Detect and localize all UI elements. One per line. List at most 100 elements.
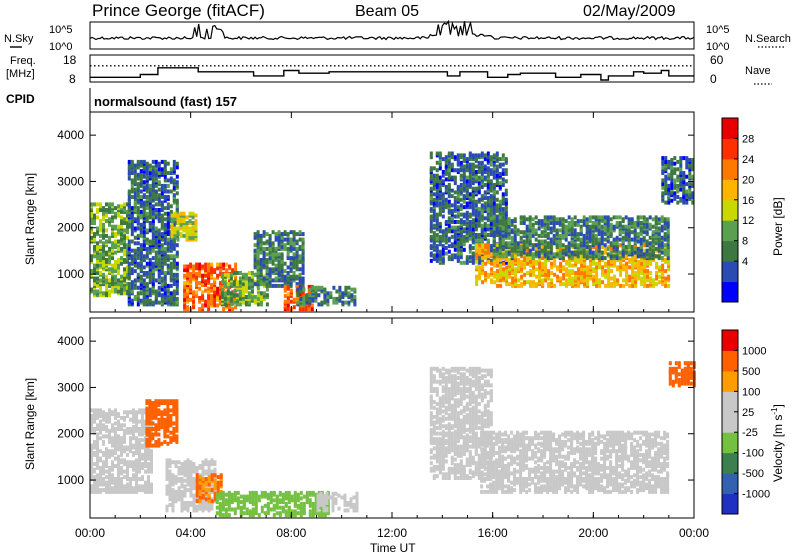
data-cell xyxy=(210,297,214,302)
data-cell xyxy=(169,261,173,266)
data-cell xyxy=(499,258,503,262)
data-cell xyxy=(561,217,565,222)
data-cell xyxy=(99,239,102,244)
data-cell xyxy=(344,289,348,294)
data-cell xyxy=(505,276,509,281)
data-cell xyxy=(195,294,199,299)
data-cell xyxy=(513,224,517,229)
data-cell xyxy=(468,151,472,156)
data-cell xyxy=(633,246,637,251)
data-cell xyxy=(637,272,641,277)
data-cell xyxy=(280,269,284,274)
data-cell xyxy=(531,243,535,248)
data-cell xyxy=(259,300,263,305)
data-cell xyxy=(453,220,457,224)
data-cell xyxy=(130,187,134,192)
data-cell xyxy=(492,222,496,227)
data-cell xyxy=(127,239,131,244)
data-cell xyxy=(136,302,140,307)
data-cell xyxy=(468,203,472,208)
data-cell xyxy=(234,266,238,271)
data-cell xyxy=(172,185,176,190)
data-cell xyxy=(513,235,517,240)
data-cell xyxy=(508,274,512,279)
data-cell xyxy=(477,260,481,265)
data-cell xyxy=(102,434,105,439)
data-cell xyxy=(519,221,523,225)
data-cell xyxy=(468,236,472,241)
data-cell xyxy=(154,245,158,249)
data-cell xyxy=(219,262,223,267)
data-cell xyxy=(157,167,161,172)
data-cell xyxy=(289,261,293,266)
data-cell xyxy=(139,169,143,174)
data-cell xyxy=(501,157,505,162)
data-cell xyxy=(235,280,239,285)
data-cell xyxy=(576,243,580,248)
data-cell xyxy=(679,163,683,168)
data-cell xyxy=(96,254,99,259)
data-cell xyxy=(532,280,536,285)
data-cell xyxy=(201,294,205,299)
data-cell xyxy=(323,298,327,303)
data-cell xyxy=(114,427,117,431)
data-cell xyxy=(492,219,496,224)
data-cell xyxy=(559,282,563,287)
data-cell xyxy=(289,288,293,293)
data-cell xyxy=(229,298,233,303)
data-cell xyxy=(570,256,574,261)
data-cell xyxy=(432,197,436,202)
data-cell xyxy=(642,224,646,229)
data-cell xyxy=(130,267,134,272)
data-cell xyxy=(172,302,176,307)
data-cell xyxy=(474,212,478,217)
data-cell xyxy=(508,267,512,272)
data-cell xyxy=(666,245,670,249)
data-cell xyxy=(537,239,541,244)
data-cell xyxy=(99,252,102,257)
data-cell xyxy=(432,201,436,206)
data-cell xyxy=(169,171,173,175)
data-cell xyxy=(154,208,158,212)
data-cell xyxy=(311,285,315,290)
data-cell xyxy=(256,237,260,242)
data-cell xyxy=(229,302,233,307)
data-cell xyxy=(666,248,670,253)
data-cell xyxy=(117,258,120,262)
data-cell xyxy=(505,265,509,270)
data-cell xyxy=(661,169,665,174)
data-cell xyxy=(274,263,278,268)
data-cell xyxy=(256,230,260,235)
data-cell xyxy=(552,228,556,233)
data-cell xyxy=(651,237,655,242)
data-cell xyxy=(492,239,496,244)
data-cell xyxy=(643,248,647,253)
data-cell xyxy=(114,408,117,413)
data-cell xyxy=(145,282,149,287)
data-cell xyxy=(151,256,155,261)
data-cell xyxy=(670,158,674,162)
data-cell xyxy=(142,243,146,248)
data-cell xyxy=(188,219,192,224)
data-cell xyxy=(501,241,505,246)
data-cell xyxy=(604,261,608,266)
data-cell xyxy=(588,215,592,220)
data-cell xyxy=(163,206,167,211)
data-cell xyxy=(688,158,692,162)
data-cell xyxy=(234,305,238,310)
data-cell xyxy=(435,192,439,197)
data-cell xyxy=(612,215,616,220)
data-cell xyxy=(142,278,146,283)
data-cell xyxy=(496,269,500,274)
data-cell xyxy=(123,415,126,420)
data-cell xyxy=(580,256,584,261)
data-cell xyxy=(274,252,278,257)
data-cell xyxy=(154,215,158,220)
ytick-label: 3000 xyxy=(57,174,84,188)
data-cell xyxy=(250,282,254,287)
data-cell xyxy=(163,167,167,172)
data-cell xyxy=(90,408,93,413)
data-cell xyxy=(658,265,662,270)
data-cell xyxy=(459,186,463,191)
data-cell xyxy=(654,215,658,220)
